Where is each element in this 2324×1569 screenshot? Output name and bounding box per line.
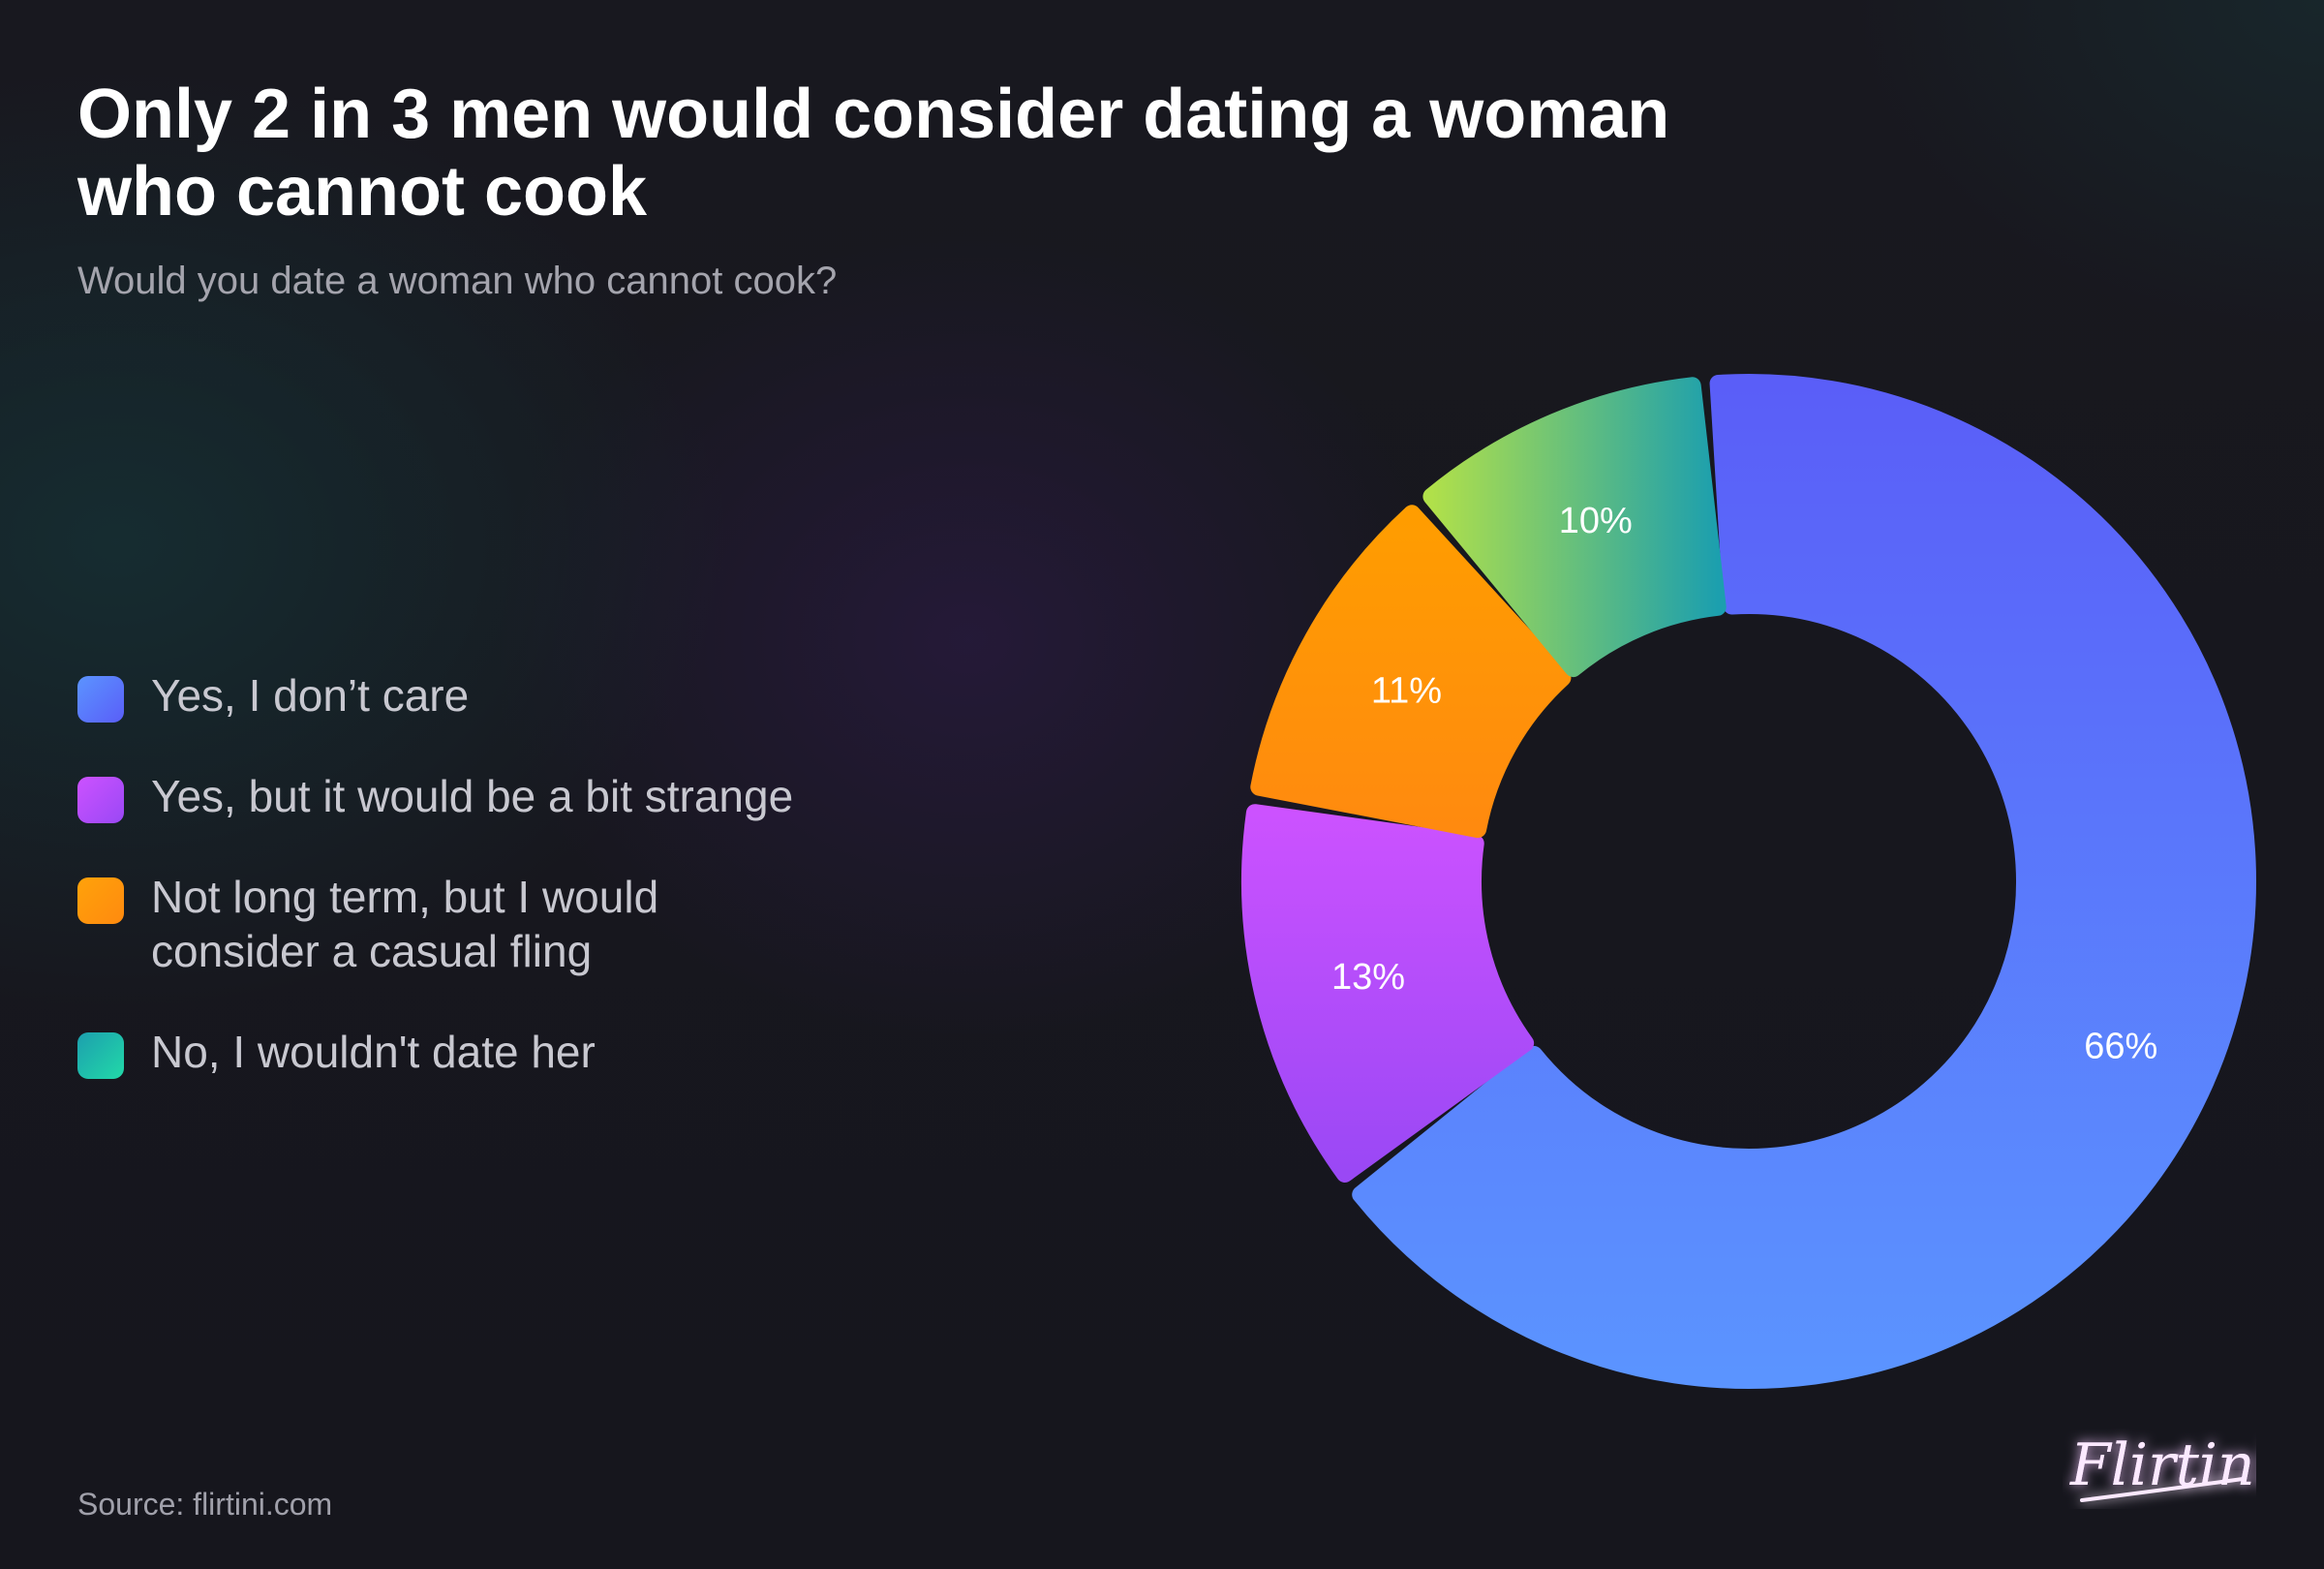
donut-slice-yes-strange: [1241, 804, 1535, 1183]
slice-value-label-no: 10%: [1559, 501, 1633, 541]
flirtini-logo: Flirtini Flirtini: [2069, 1431, 2256, 1502]
legend-item-no: No, I wouldn't date her: [77, 1025, 910, 1079]
legend-item-casual-fling: Not long term, but I would consider a ca…: [77, 870, 829, 978]
legend-item-yes-dont-care: Yes, I don’t care: [77, 668, 910, 723]
legend-swatch-purple: [77, 777, 124, 823]
legend-swatch-blue: [77, 676, 124, 723]
slice-value-label-yes-dont-care: 66%: [2084, 1026, 2157, 1066]
donut-slice-casual-fling: [1250, 505, 1572, 839]
chart-title: Only 2 in 3 men would consider dating a …: [77, 76, 1670, 231]
legend-item-yes-strange: Yes, but it would be a bit strange: [77, 769, 910, 823]
legend-label: No, I wouldn't date her: [151, 1027, 596, 1077]
source-note: Source: flirtini.com: [77, 1487, 333, 1522]
legend-label: Yes, I don’t care: [151, 670, 470, 721]
donut-slice-no: [1422, 377, 1727, 678]
slice-value-label-casual-fling: 11%: [1371, 670, 1442, 711]
legend-swatch-orange: [77, 877, 124, 924]
slice-value-label-yes-strange: 13%: [1331, 957, 1405, 998]
legend-label: Yes, but it would be a bit strange: [151, 771, 794, 821]
legend-swatch-teal: [77, 1032, 124, 1079]
donut-slice-yes-dont-care: [1352, 374, 2256, 1389]
legend-label: Not long term, but I would consider a ca…: [151, 872, 659, 976]
legend: Yes, I don’t care Yes, but it would be a…: [77, 668, 910, 1079]
chart-subtitle: Would you date a woman who cannot cook?: [77, 260, 838, 302]
